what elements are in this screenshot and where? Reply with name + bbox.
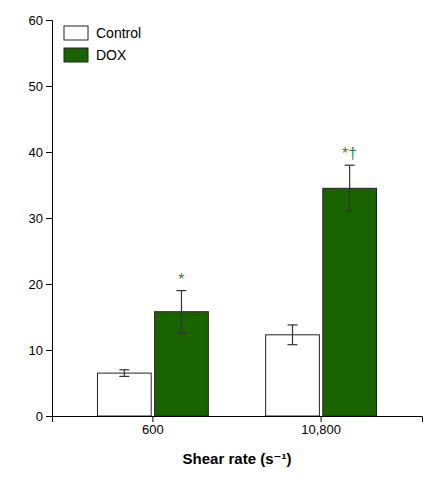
error-cap: [176, 290, 186, 291]
tick-label: 20: [29, 277, 43, 292]
tick: 60: [29, 13, 52, 28]
annotation: *: [178, 271, 184, 288]
error-line: [124, 370, 125, 377]
tick-label: 40: [29, 145, 43, 160]
tick: 20: [29, 277, 52, 292]
error-cap: [176, 332, 186, 333]
tick-label: 10: [29, 343, 43, 358]
tick: 0: [36, 409, 52, 424]
error-cap: [345, 211, 355, 212]
error-bar: [345, 165, 355, 211]
tick-label: 0: [36, 409, 43, 424]
tick-mark: [152, 416, 153, 422]
error-line: [292, 325, 293, 345]
tick: 600: [142, 416, 164, 437]
legend-label: Control: [96, 25, 141, 41]
error-line: [181, 291, 182, 333]
bar: [266, 335, 320, 416]
tick-mark: [46, 416, 52, 417]
tick-label: 30: [29, 211, 43, 226]
legend-item: DOX: [64, 47, 127, 63]
axis-line: [53, 417, 423, 423]
tick-mark: [46, 20, 52, 21]
tick-mark: [46, 218, 52, 219]
series: [155, 165, 377, 416]
tick: 10: [29, 343, 52, 358]
tick-mark: [46, 350, 52, 351]
tick: 50: [29, 79, 52, 94]
error-cap: [345, 165, 355, 166]
bar: [323, 188, 377, 416]
axis-line: [46, 21, 53, 417]
x-axis-title: Shear rate (s⁻¹): [183, 450, 292, 467]
error-cap: [288, 324, 298, 325]
tick-label: 60: [29, 13, 43, 28]
legend-label: DOX: [96, 47, 127, 63]
tick-label: 600: [142, 422, 164, 437]
legend-item: Control: [64, 25, 141, 41]
legend: Control DOX: [64, 25, 141, 63]
marks: [97, 165, 376, 416]
annotation: *†: [342, 145, 357, 162]
tick: 10,800: [301, 416, 341, 437]
error-bar: [119, 370, 129, 377]
bar: [97, 373, 151, 416]
error-cap: [288, 344, 298, 345]
x-axis: 600 10,800: [53, 416, 423, 437]
tick: 40: [29, 145, 52, 160]
y-axis: 0 10 20 30 40 50 60: [29, 13, 53, 424]
tick-label: 10,800: [301, 422, 341, 437]
legend-swatch: [64, 26, 88, 40]
error-bar: [176, 291, 186, 333]
error-bar: [288, 325, 298, 345]
chart: 0 10 20 30 40 50 60 600 10,800 * *† Control DOX Shear…: [0, 0, 437, 480]
tick-mark: [321, 416, 322, 422]
tick-mark: [46, 152, 52, 153]
error-cap: [119, 369, 129, 370]
error-line: [349, 165, 350, 211]
tick: 30: [29, 211, 52, 226]
error-cap: [119, 376, 129, 377]
tick-mark: [46, 86, 52, 87]
legend-swatch: [64, 48, 88, 62]
tick-label: 50: [29, 79, 43, 94]
tick-mark: [46, 284, 52, 285]
plot: 0 10 20 30 40 50 60 600 10,800 * *† Control DOX: [29, 13, 423, 438]
